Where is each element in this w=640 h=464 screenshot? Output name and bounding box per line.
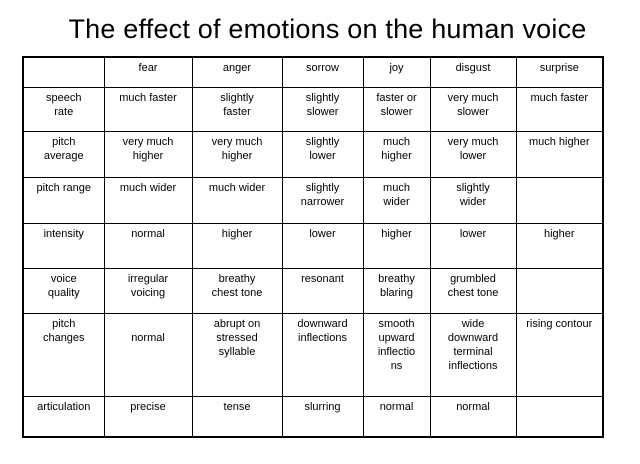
table-cell: much higher bbox=[515, 131, 604, 179]
table-cell: higher bbox=[191, 222, 283, 269]
table-row: articulation precise tense slurring norm… bbox=[22, 395, 604, 438]
table-cell: much wider bbox=[191, 177, 283, 224]
header-cell-anger: anger bbox=[191, 56, 283, 88]
table-row: intensity normal higher lower higher low… bbox=[22, 222, 604, 269]
row-label: pitch changes bbox=[22, 313, 105, 397]
table-cell: much faster bbox=[515, 86, 604, 133]
table-cell: normal bbox=[429, 395, 517, 438]
table-cell: higher bbox=[362, 222, 431, 269]
table-cell: very much lower bbox=[429, 131, 517, 179]
table-cell: much higher bbox=[362, 131, 431, 179]
table-cell: slurring bbox=[281, 395, 364, 438]
table-cell: lower bbox=[429, 222, 517, 269]
header-cell-sorrow: sorrow bbox=[281, 56, 364, 88]
table-cell: slightly faster bbox=[191, 86, 283, 133]
table-cell: slightly lower bbox=[281, 131, 364, 179]
table-cell: lower bbox=[281, 222, 364, 269]
table-cell bbox=[515, 395, 604, 438]
table-cell bbox=[515, 177, 604, 224]
table-cell: slightly narrower bbox=[281, 177, 364, 224]
header-cell-fear: fear bbox=[103, 56, 193, 88]
header-cell-surprise: surprise bbox=[515, 56, 604, 88]
table-cell: normal bbox=[103, 222, 193, 269]
row-label: voice quality bbox=[22, 267, 105, 315]
table-cell: very much slower bbox=[429, 86, 517, 133]
header-row: fear anger sorrow joy disgust surprise bbox=[22, 56, 604, 88]
table-cell: downward inflections bbox=[281, 313, 364, 397]
table-cell: very much higher bbox=[191, 131, 283, 179]
table-cell: faster or slower bbox=[362, 86, 431, 133]
table-cell: slightly slower bbox=[281, 86, 364, 133]
header-cell-corner bbox=[22, 56, 105, 88]
table-cell: precise bbox=[103, 395, 193, 438]
table-row: voice quality irregular voicing breathy … bbox=[22, 267, 604, 315]
table-row: speech rate much faster slightly faster … bbox=[22, 86, 604, 133]
table-cell: slightly wider bbox=[429, 177, 517, 224]
table-cell: smooth upward inflectio ns bbox=[362, 313, 431, 397]
emotion-voice-table: fear anger sorrow joy disgust surprise s… bbox=[22, 56, 604, 438]
row-label: intensity bbox=[22, 222, 105, 269]
table-row: pitch changes normal abrupt on stressed … bbox=[22, 313, 604, 397]
table-cell bbox=[515, 267, 604, 315]
table-row: pitch range much wider much wider slight… bbox=[22, 177, 604, 224]
table-cell: normal bbox=[362, 395, 431, 438]
table-cell: rising contour bbox=[515, 313, 604, 397]
table-cell: breathy blaring bbox=[362, 267, 431, 315]
table-cell: very much higher bbox=[103, 131, 193, 179]
row-label: articulation bbox=[22, 395, 105, 438]
table-cell: breathy chest tone bbox=[191, 267, 283, 315]
row-label: pitch average bbox=[22, 131, 105, 179]
table-cell: much wider bbox=[103, 177, 193, 224]
table-cell: tense bbox=[191, 395, 283, 438]
row-label: speech rate bbox=[22, 86, 105, 133]
table-cell: normal bbox=[103, 313, 193, 397]
table-cell: abrupt on stressed syllable bbox=[191, 313, 283, 397]
table-cell: irregular voicing bbox=[103, 267, 193, 315]
table-cell: higher bbox=[515, 222, 604, 269]
page-title: The effect of emotions on the human voic… bbox=[68, 14, 587, 44]
table-row: pitch average very much higher very much… bbox=[22, 131, 604, 179]
row-label: pitch range bbox=[22, 177, 105, 224]
table-cell: resonant bbox=[281, 267, 364, 315]
header-cell-joy: joy bbox=[362, 56, 431, 88]
table-cell: much faster bbox=[103, 86, 193, 133]
table-cell: grumbled chest tone bbox=[429, 267, 517, 315]
table-cell: wide downward terminal inflections bbox=[429, 313, 517, 397]
header-cell-disgust: disgust bbox=[429, 56, 517, 88]
table-cell: much wider bbox=[362, 177, 431, 224]
